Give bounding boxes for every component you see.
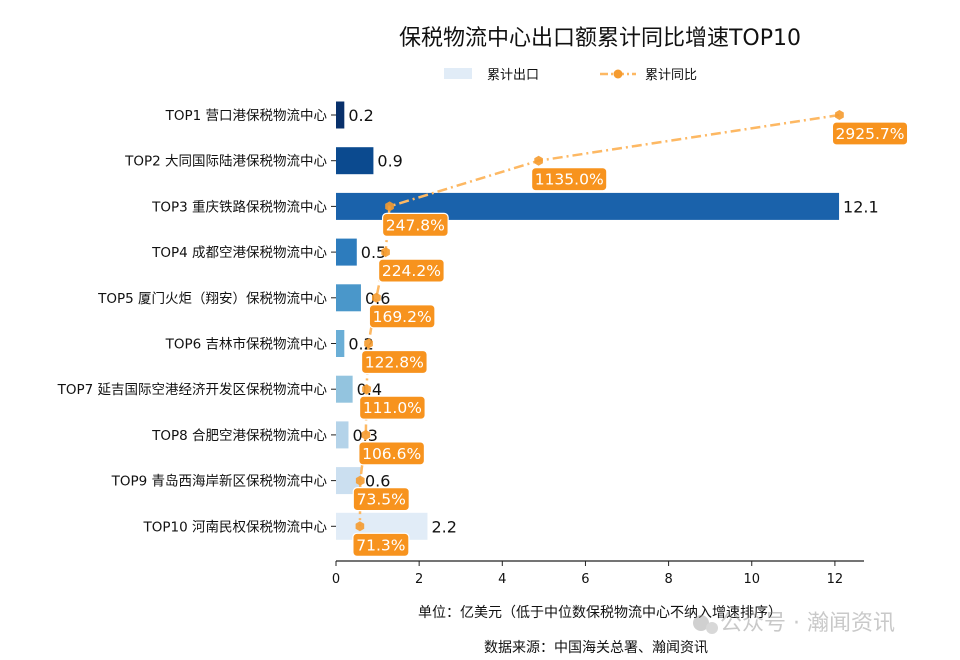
growth-label-box	[377, 258, 445, 283]
growth-marker	[361, 429, 371, 440]
source-note: 数据来源：中国海关总署、瀚闻资讯	[484, 640, 708, 656]
y-tick-label: TOP9 青岛西海岸新区保税物流中心	[111, 474, 328, 490]
bar-value-label: 0.5	[361, 243, 386, 262]
y-tick-label: TOP7 延吉国际空港经济开发区保税物流中心	[57, 382, 328, 398]
growth-marker	[355, 475, 365, 486]
growth-marker	[534, 155, 543, 166]
bar-value-label: 0.9	[377, 152, 402, 171]
y-tick-label: TOP5 厦门火炬（翔安）保税物流中心	[97, 291, 327, 307]
y-tick-label: TOP1 营口港保税物流中心	[165, 108, 328, 124]
x-tick-label: 2	[415, 572, 423, 587]
bar-value-label: 0.6	[365, 472, 390, 491]
wechat-icon-bubble	[706, 622, 718, 634]
growth-line: 2925.7% 1135.0% 247.8% 224.2% 169.2% 122.8% 11…	[352, 110, 909, 557]
x-tick-label: 6	[581, 572, 589, 587]
x-axis-label: 单位：亿美元（低于中位数保税物流中心不纳入增速排序）	[418, 605, 782, 621]
growth-label: 122.8%	[365, 354, 424, 372]
y-tick-label: TOP2 大同国际陆港保税物流中心	[124, 154, 327, 170]
growth-label: 106.6%	[362, 445, 421, 463]
legend: 累计出口 累计同比	[444, 68, 697, 83]
y-tick-label: TOP10 河南民权保税物流中心	[143, 518, 328, 535]
x-tick-label: 8	[664, 572, 672, 587]
bar-value-label: 0.2	[348, 106, 373, 125]
bar	[336, 238, 357, 266]
growth-label: 71.3%	[356, 536, 405, 554]
growth-label-box	[358, 395, 426, 420]
growth-label: 1135.0%	[535, 171, 604, 189]
bar	[336, 375, 353, 403]
x-tick-label: 0	[332, 572, 340, 587]
bar	[336, 421, 349, 449]
growth-label: 247.8%	[386, 216, 445, 234]
x-tick-label: 10	[743, 572, 760, 587]
legend-line-label: 累计同比	[645, 68, 697, 83]
legend-bar-swatch	[444, 68, 472, 79]
growth-marker	[362, 384, 371, 395]
legend-bar-label: 累计出口	[487, 68, 539, 83]
watermark: 公众号 · 瀚闻资讯	[693, 611, 895, 636]
growth-label: 224.2%	[382, 262, 441, 280]
growth-label-box	[358, 441, 426, 466]
growth-label-box	[352, 532, 410, 557]
growth-label: 169.2%	[373, 308, 432, 326]
growth-marker	[835, 110, 844, 120]
growth-label: 73.5%	[357, 491, 406, 509]
growth-label: 111.0%	[363, 399, 422, 417]
wechat-icon	[693, 615, 709, 631]
growth-marker	[364, 338, 373, 349]
bar	[336, 284, 361, 312]
chart-title: 保税物流中心出口额累计同比增速TOP10	[399, 26, 801, 51]
y-tick-label: TOP4 成都空港保税物流中心	[151, 245, 327, 261]
growth-marker	[385, 201, 394, 212]
y-tick-label: TOP6 吉林市保税物流中心	[165, 336, 328, 353]
growth-marker	[372, 292, 381, 303]
bar-value-label: 12.1	[843, 197, 879, 216]
bar	[336, 147, 374, 175]
growth-label-box	[368, 304, 436, 329]
bar-value-label: 2.2	[431, 517, 456, 536]
growth-label-box	[381, 212, 449, 237]
y-axis: TOP1 营口港保税物流中心 TOP2 大同国际陆港保税物流中心 TOP3 重庆铁路…	[57, 108, 336, 535]
growth-label-box	[831, 121, 909, 146]
growth-label-box	[352, 487, 410, 512]
x-tick-label: 12	[827, 572, 844, 587]
y-tick-label: TOP8 合肥空港保税物流中心	[151, 428, 327, 444]
legend-line-marker	[613, 69, 623, 79]
growth-label-box	[360, 349, 428, 375]
bars: 0.20.912.10.50.60.20.40.30.62.2	[336, 101, 879, 540]
growth-marker	[381, 247, 390, 258]
x-axis: 0 2 4 6 8 10 12	[332, 560, 864, 587]
bar	[336, 330, 345, 357]
x-tick-label: 4	[498, 572, 506, 587]
growth-label: 2925.7%	[836, 125, 905, 143]
y-tick-label: TOP3 重庆铁路保税物流中心	[151, 199, 327, 215]
watermark-text: 公众号 · 瀚闻资讯	[720, 611, 895, 636]
growth-label-box	[530, 167, 608, 192]
growth-marker	[355, 521, 365, 532]
bar	[336, 101, 345, 129]
